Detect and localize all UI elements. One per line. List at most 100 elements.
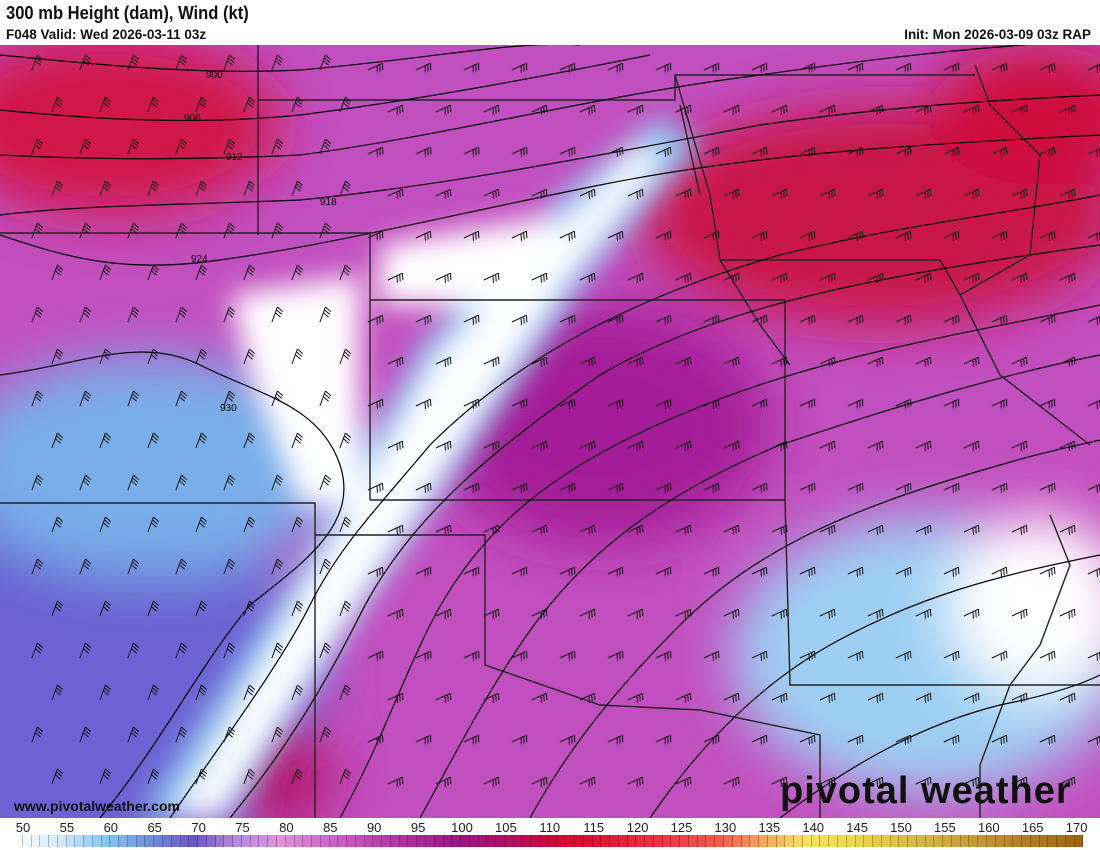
contour-label: 912 bbox=[226, 152, 243, 163]
wind-barb bbox=[127, 474, 140, 491]
wind-barb bbox=[79, 390, 92, 407]
wind-barb bbox=[31, 390, 44, 407]
colorbar-swatch bbox=[986, 835, 996, 847]
wind-barb bbox=[723, 776, 740, 787]
watermark-url: www.pivotalweather.com bbox=[14, 798, 180, 814]
wind-barb bbox=[531, 104, 548, 115]
colorbar-swatch bbox=[1048, 835, 1058, 847]
wind-barb bbox=[531, 440, 548, 451]
wind-barb bbox=[531, 524, 548, 535]
wind-barb bbox=[367, 230, 384, 241]
wind-barb bbox=[1059, 272, 1076, 283]
wind-barb bbox=[483, 524, 500, 535]
wind-barb bbox=[223, 558, 236, 575]
wind-barb bbox=[243, 264, 256, 281]
wind-barb bbox=[195, 180, 208, 197]
header: 300 mb Height (dam), Wind (kt) F048 Vali… bbox=[0, 0, 1100, 45]
colorbar-swatch bbox=[732, 835, 742, 847]
colorbar-label: 50 bbox=[15, 820, 31, 835]
wind-barb bbox=[339, 180, 352, 197]
wind-barb bbox=[483, 440, 500, 451]
colorbar-swatch bbox=[382, 835, 391, 847]
wind-barb bbox=[991, 398, 1008, 409]
wind-barb bbox=[291, 684, 304, 701]
colorbar-swatch bbox=[610, 835, 619, 847]
wind-barb bbox=[243, 348, 256, 365]
colorbar-swatch bbox=[750, 835, 760, 847]
wind-barb bbox=[771, 440, 788, 451]
wind-barb bbox=[703, 62, 720, 73]
colorbar-swatch bbox=[496, 835, 505, 847]
wind-barb bbox=[751, 398, 768, 409]
wind-barb bbox=[319, 306, 332, 323]
colorbar-swatch bbox=[1039, 835, 1049, 847]
wind-barb bbox=[511, 230, 528, 241]
wind-barb bbox=[607, 734, 624, 745]
contour-label: 930 bbox=[220, 403, 237, 414]
colorbar-label: 105 bbox=[495, 820, 517, 835]
wind-barb bbox=[415, 398, 432, 409]
wind-barb bbox=[511, 566, 528, 577]
wind-barb bbox=[31, 306, 44, 323]
wind-barb bbox=[1059, 356, 1076, 367]
wind-barb bbox=[51, 516, 64, 533]
wind-barb bbox=[915, 608, 932, 619]
colorbar-swatch bbox=[873, 835, 882, 847]
wind-barb bbox=[463, 398, 480, 409]
colorbar-swatch bbox=[303, 835, 313, 847]
contour-label: 900 bbox=[206, 70, 223, 81]
colorbar-swatch bbox=[1013, 835, 1023, 847]
wind-barb bbox=[99, 516, 112, 533]
wind-barb bbox=[271, 306, 284, 323]
wind-barb bbox=[99, 684, 112, 701]
colorbar-swatch bbox=[233, 835, 242, 847]
wind-barb bbox=[483, 188, 500, 199]
wind-barb bbox=[319, 726, 332, 743]
wind-barb bbox=[675, 608, 692, 619]
colorbar-label: 65 bbox=[147, 820, 162, 835]
colorbar-swatch bbox=[425, 835, 435, 847]
wind-barb bbox=[1087, 651, 1100, 661]
wind-barb bbox=[31, 54, 44, 71]
wind-barb bbox=[175, 306, 188, 323]
wind-barb bbox=[1039, 146, 1056, 157]
colorbar-swatch bbox=[127, 835, 137, 847]
colorbar-swatch bbox=[837, 835, 847, 847]
wind-barb bbox=[723, 692, 740, 703]
wind-barb bbox=[915, 440, 932, 451]
wind-barb bbox=[895, 650, 912, 661]
wind-barb bbox=[703, 230, 720, 241]
colorbar-swatch bbox=[259, 835, 269, 847]
wind-barb bbox=[655, 734, 672, 745]
wind-barb bbox=[435, 356, 452, 367]
wind-barb bbox=[223, 390, 236, 407]
wind-barb bbox=[723, 188, 740, 199]
wind-barb bbox=[1039, 566, 1056, 577]
wind-barb bbox=[531, 776, 548, 787]
wind-barb bbox=[627, 692, 644, 703]
wind-barb bbox=[223, 222, 236, 239]
wind-barb bbox=[387, 776, 404, 787]
colorbar-swatch bbox=[66, 835, 76, 847]
colorbar-swatch bbox=[794, 835, 803, 847]
wind-barb bbox=[847, 650, 864, 661]
colorbar-label: 55 bbox=[59, 820, 75, 835]
wind-barb bbox=[771, 524, 788, 535]
height-contours bbox=[0, 45, 1100, 818]
wind-barb bbox=[819, 356, 836, 367]
colorbar-label: 155 bbox=[934, 820, 956, 835]
wind-barb bbox=[819, 776, 836, 787]
wind-barb bbox=[511, 62, 528, 73]
contour-label: 924 bbox=[191, 254, 208, 265]
colorbar-swatch bbox=[697, 835, 707, 847]
wind-barb bbox=[175, 642, 188, 659]
wind-barb bbox=[895, 734, 912, 745]
wind-barb bbox=[415, 482, 432, 493]
colorbar-swatch bbox=[846, 835, 856, 847]
wind-barb bbox=[195, 96, 208, 113]
colorbar-swatch bbox=[767, 835, 777, 847]
colorbar-label: 135 bbox=[758, 820, 781, 835]
colorbar-swatch bbox=[224, 835, 234, 847]
wind-barb bbox=[415, 230, 432, 241]
wind-barb bbox=[703, 734, 720, 745]
